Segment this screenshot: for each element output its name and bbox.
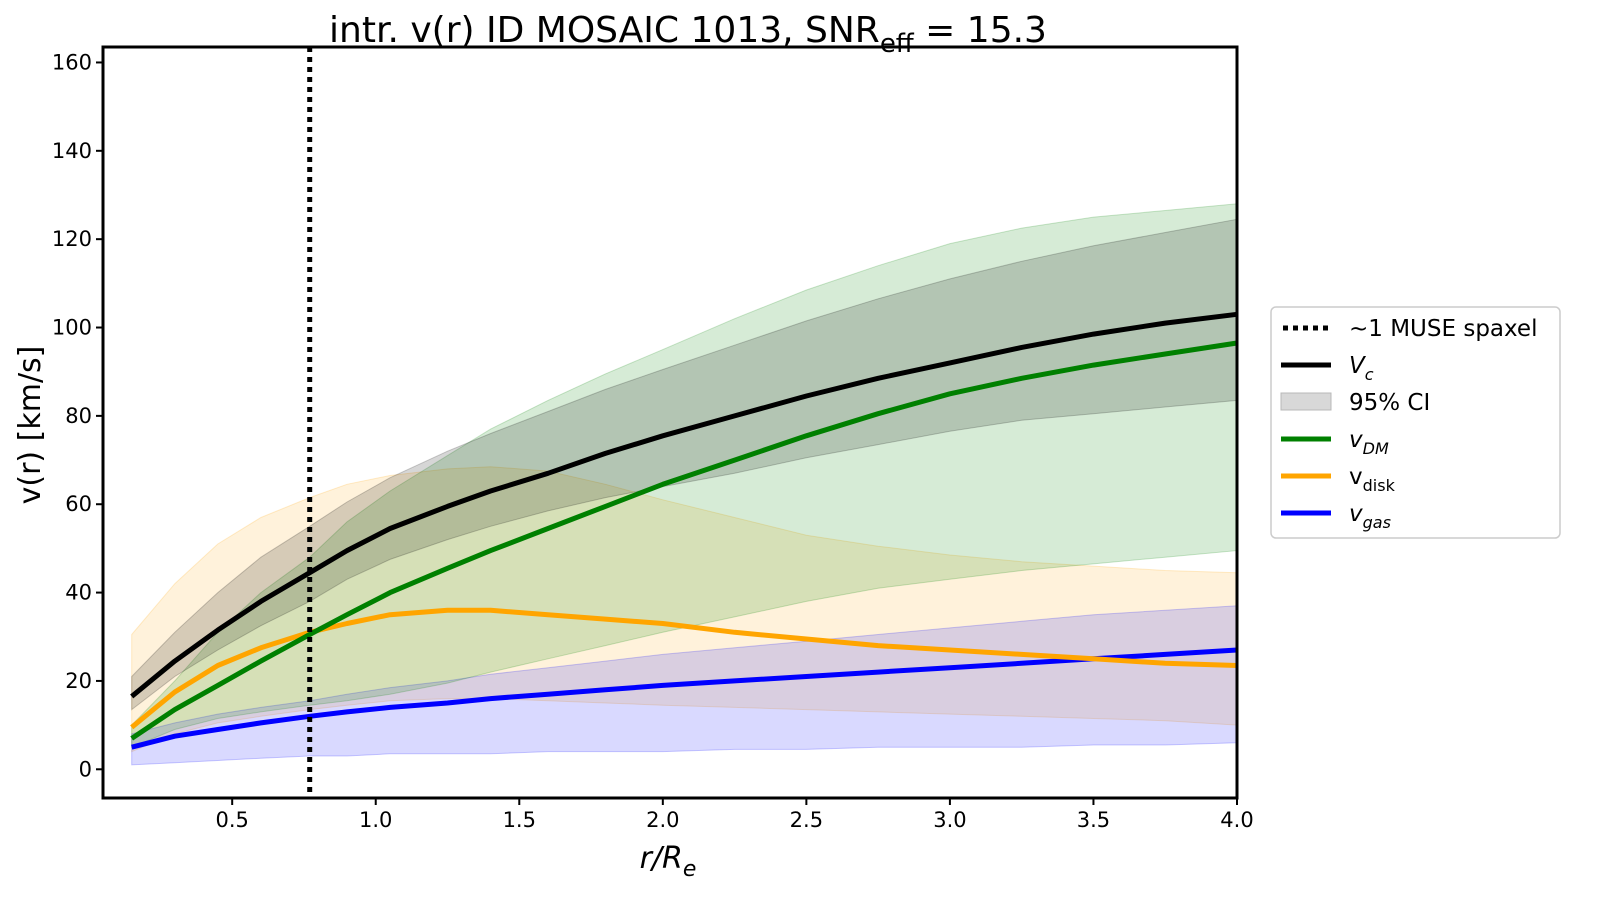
chart-title-main: intr. v(r) ID MOSAIC 1013, SNR bbox=[329, 10, 880, 51]
legend-label: vgas bbox=[1349, 501, 1391, 532]
legend-label: 95% CI bbox=[1349, 390, 1430, 416]
y-tick-label: 120 bbox=[52, 227, 92, 251]
x-axis-label: r/Re bbox=[640, 841, 697, 882]
legend-item: vdisk bbox=[1281, 464, 1396, 495]
x-axis-label-sub: e bbox=[683, 857, 697, 882]
legend: ~1 MUSE spaxel Vc 95% CI vDM vdisk vgas bbox=[1270, 306, 1561, 539]
x-tick-label: 3.5 bbox=[1077, 808, 1110, 832]
x-tick-label: 2.5 bbox=[790, 808, 823, 832]
x-tick-label: 2.0 bbox=[646, 808, 679, 832]
y-tick-label: 0 bbox=[79, 757, 92, 781]
x-tick-label: 0.5 bbox=[215, 808, 248, 832]
chart-title: intr. v(r) ID MOSAIC 1013, SNReff = 15.3 bbox=[329, 10, 1047, 59]
y-tick-label: 140 bbox=[52, 139, 92, 163]
y-tick-label: 80 bbox=[65, 404, 92, 428]
y-tick-label: 100 bbox=[52, 316, 92, 340]
legend-item: Vc bbox=[1281, 353, 1374, 384]
legend-label: Vc bbox=[1349, 353, 1374, 384]
legend-item: ~1 MUSE spaxel bbox=[1283, 316, 1537, 342]
legend-label: ~1 MUSE spaxel bbox=[1349, 316, 1537, 342]
line-vc bbox=[130, 311, 1238, 699]
chart-title-tail: = 15.3 bbox=[914, 10, 1047, 51]
legend-item: 95% CI bbox=[1280, 390, 1430, 416]
legend-item: vgas bbox=[1281, 501, 1391, 532]
legend-items: ~1 MUSE spaxel Vc 95% CI vDM vdisk vgas bbox=[1280, 316, 1537, 532]
x-axis-ticks: 0.5 1.0 1.5 2.0 2.5 3.0 3.5 4.0 bbox=[215, 798, 1254, 832]
legend-label: vdisk bbox=[1349, 464, 1396, 495]
x-tick-label: 1.5 bbox=[503, 808, 536, 832]
chart-title-sub: eff bbox=[880, 29, 915, 59]
series-lines bbox=[130, 311, 1238, 750]
line-vdm bbox=[130, 340, 1238, 741]
x-axis-label-base: r/R bbox=[640, 841, 683, 876]
legend-swatch bbox=[1280, 392, 1332, 411]
y-axis-label: v(r) [km/s] bbox=[13, 346, 48, 505]
plot-frame bbox=[101, 45, 1239, 800]
y-tick-label: 160 bbox=[52, 50, 92, 74]
x-tick-label: 1.0 bbox=[359, 808, 392, 832]
y-tick-label: 60 bbox=[65, 492, 92, 516]
x-tick-label: 3.0 bbox=[933, 808, 966, 832]
y-tick-label: 20 bbox=[65, 669, 92, 693]
line-vgas bbox=[131, 647, 1238, 750]
confidence-bands bbox=[131, 203, 1238, 766]
legend-label: vDM bbox=[1349, 427, 1389, 458]
y-axis-ticks: 0 20 40 60 80 100 120 140 160 bbox=[52, 50, 103, 781]
legend-item: vDM bbox=[1281, 427, 1389, 458]
x-tick-label: 4.0 bbox=[1220, 808, 1253, 832]
legend-box bbox=[1270, 306, 1561, 539]
y-tick-label: 40 bbox=[65, 581, 92, 605]
line-vdisk bbox=[130, 607, 1238, 730]
